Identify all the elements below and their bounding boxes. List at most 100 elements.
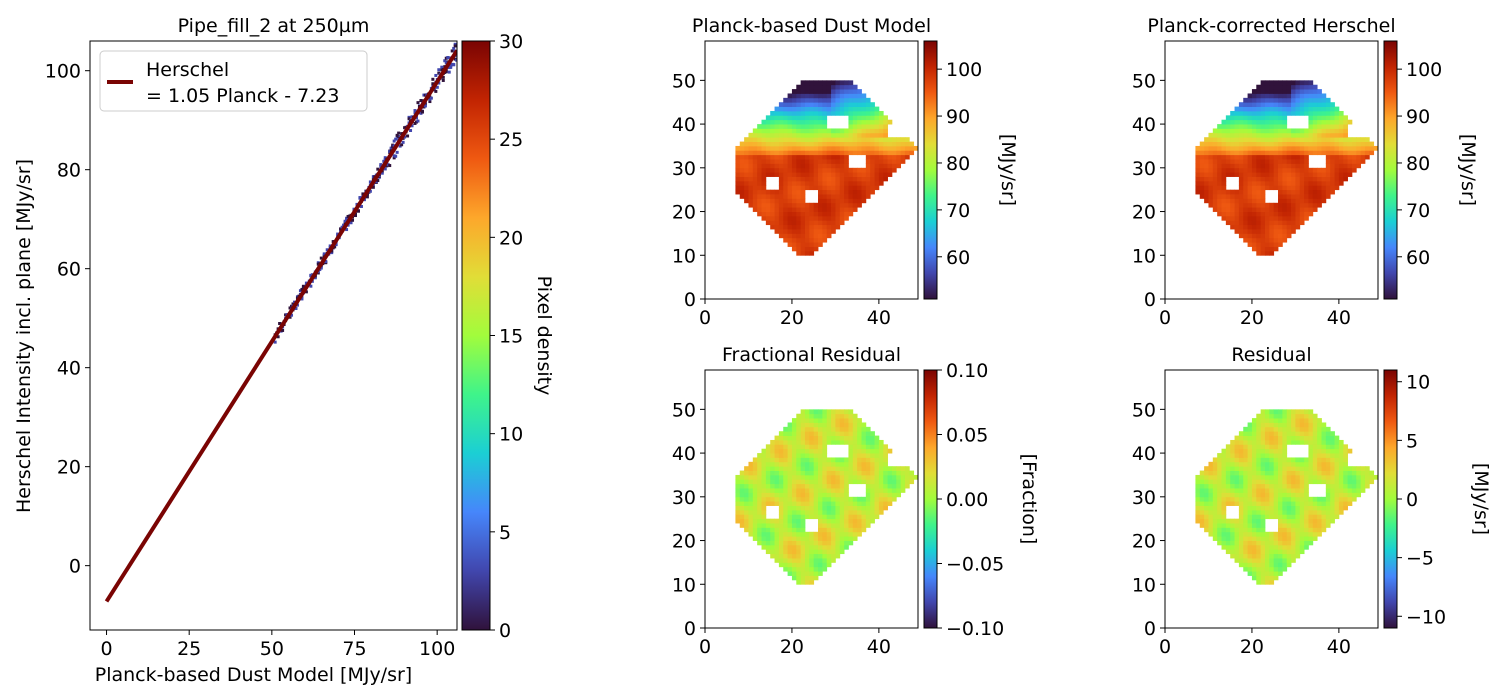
heatmap-cell — [1234, 215, 1240, 221]
heatmap-cell — [878, 479, 884, 485]
heatmap-cell — [1264, 102, 1270, 107]
heatmap-cell — [1286, 435, 1292, 441]
heatmap-cell — [839, 461, 845, 467]
heatmap-cell — [1304, 501, 1309, 506]
heatmap-cell — [848, 211, 854, 217]
heatmap-cell — [826, 483, 832, 489]
heatmap-cell — [778, 501, 784, 506]
heatmap-cell — [900, 483, 906, 489]
heatmap-cell — [857, 119, 862, 125]
heatmap-cell — [1334, 145, 1340, 151]
heatmap-cell — [826, 540, 832, 546]
heatmap-cell — [896, 479, 902, 485]
heatmap-cell — [1278, 220, 1283, 226]
heatmap-cell — [813, 562, 819, 568]
x-tick-label: 0 — [1159, 636, 1171, 658]
heatmap-cell — [1243, 137, 1248, 142]
heatmap-cell — [809, 115, 815, 121]
heatmap-cell — [1338, 448, 1344, 454]
heatmap-cell — [1243, 444, 1248, 450]
heatmap-cell — [1291, 431, 1296, 436]
heatmap-cell — [1199, 496, 1205, 502]
heatmap-cell — [878, 453, 884, 458]
heatmap-cell — [778, 457, 784, 463]
heatmap-cell — [774, 115, 780, 121]
heatmap-cell — [796, 150, 802, 156]
heatmap-cell — [1195, 159, 1201, 164]
heatmap-cell — [1269, 110, 1275, 116]
heatmap-cell — [1247, 185, 1253, 191]
heatmap-cell — [887, 496, 893, 502]
heatmap-cell — [822, 80, 828, 86]
heatmap-cell — [1286, 185, 1292, 191]
heatmap-cell — [1264, 579, 1270, 585]
plot-title: Planck-corrected Herschel — [1147, 15, 1395, 37]
heatmap-cell — [1208, 137, 1214, 142]
y-axis-label: Herschel Intensity incl. plane [MJy/sr] — [13, 159, 35, 513]
heatmap-cell — [865, 483, 871, 489]
y-tick-label: 20 — [672, 531, 696, 553]
heatmap-cell — [865, 106, 871, 112]
heatmap-cell — [1264, 562, 1270, 568]
heatmap-cell — [1204, 466, 1209, 471]
heatmap-cell — [1269, 237, 1275, 243]
heatmap-cell — [1204, 180, 1209, 186]
heatmap-cell — [1295, 518, 1301, 524]
heatmap-cell — [1364, 137, 1370, 142]
heatmap-cell — [1238, 544, 1244, 550]
heatmap-cell — [1286, 167, 1292, 173]
heatmap-cell — [744, 470, 749, 476]
heatmap-cell — [1317, 426, 1322, 432]
heatmap-cell — [1204, 527, 1209, 533]
heatmap-cell — [1238, 185, 1244, 191]
heatmap-cell — [804, 444, 810, 450]
heatmap-cell — [1208, 176, 1214, 182]
heatmap-cell — [822, 110, 828, 116]
heatmap-cell — [818, 418, 823, 423]
heatmap-cell — [839, 466, 845, 471]
heatmap-cell — [818, 496, 823, 502]
heatmap-cell — [761, 119, 767, 125]
heatmap-cell — [1299, 409, 1305, 415]
heatmap-cell — [809, 207, 815, 212]
heatmap-cell — [791, 479, 797, 485]
heatmap-cell — [878, 492, 884, 498]
heatmap-cell — [1330, 505, 1335, 511]
heatmap-cell — [1247, 150, 1253, 156]
heatmap-cell — [1217, 124, 1222, 129]
heatmap-cell — [787, 523, 793, 528]
heatmap-cell — [1273, 150, 1279, 156]
heatmap-cell — [852, 444, 858, 450]
heatmap-cell — [1369, 150, 1375, 156]
heatmap-cell — [800, 422, 806, 428]
heatmap-cell — [770, 154, 775, 160]
heatmap-cell — [1369, 141, 1375, 147]
heatmap-cell — [844, 488, 849, 493]
y-tick-label: 80 — [57, 160, 81, 182]
heatmap-cell — [857, 431, 862, 436]
heatmap-cell — [1243, 180, 1248, 186]
heatmap-cell — [1286, 110, 1292, 116]
heatmap-cell — [1299, 211, 1305, 217]
heatmap-cell — [1299, 137, 1305, 142]
heatmap-cell — [1299, 523, 1305, 528]
heatmap-cell — [1243, 505, 1248, 511]
heatmap-cell — [839, 418, 845, 423]
heatmap-cell — [1208, 527, 1214, 533]
heatmap-cell — [1325, 145, 1331, 151]
heatmap-cell — [1351, 466, 1357, 471]
heatmap-cell — [1251, 509, 1257, 515]
heatmap-cell — [1317, 176, 1322, 182]
heatmap-cell — [765, 163, 771, 169]
heatmap-cell — [783, 540, 788, 546]
heatmap-cell — [1264, 229, 1270, 234]
heatmap-cell — [813, 426, 819, 432]
heatmap-cell — [1256, 242, 1262, 247]
heatmap-cell — [765, 154, 771, 160]
heatmap-cell — [826, 523, 832, 528]
heatmap-cell — [1373, 145, 1379, 151]
heatmap-cell — [865, 180, 871, 186]
fit-line — [104, 49, 457, 603]
heatmap-cell — [804, 159, 810, 164]
heatmap-cell — [752, 154, 758, 160]
